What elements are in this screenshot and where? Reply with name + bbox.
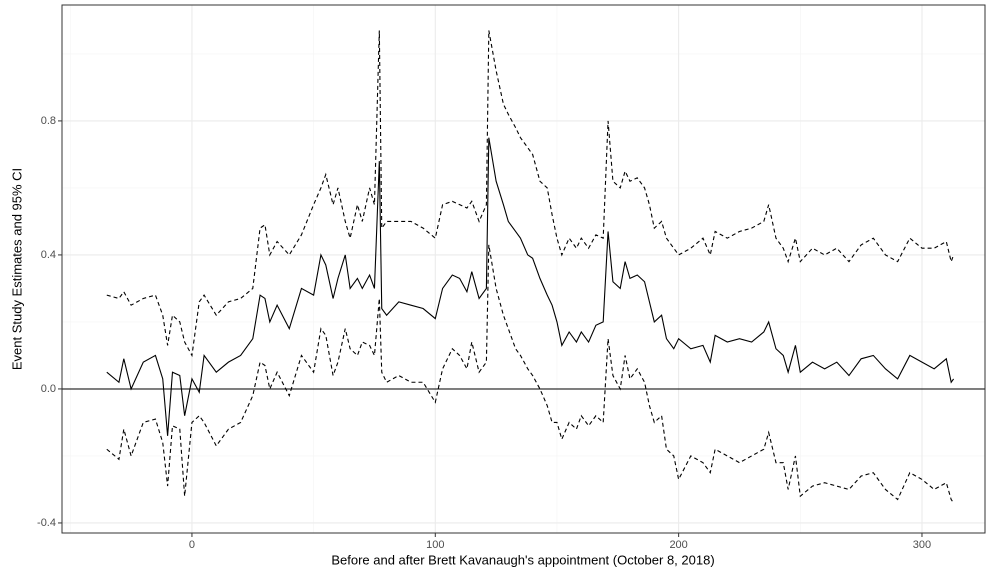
y-axis-title: Event Study Estimates and 95% CI [9,168,24,370]
series-line [106,30,955,358]
y-tick-label: 0.0 [41,383,56,395]
plot-border [61,4,986,534]
y-tick-label: 0.4 [41,249,56,261]
x-tick-label: 200 [669,539,687,551]
y-tick-label: 0.8 [41,115,56,127]
x-axis-title: Before and after Brett Kavanaugh's appoi… [331,552,714,567]
series-line [106,137,955,436]
x-tick-label: 300 [913,539,931,551]
x-tick-label: 0 [189,539,195,551]
x-tick-label: 100 [426,539,444,551]
series-line [106,244,955,504]
y-tick-label: -0.4 [37,517,56,529]
